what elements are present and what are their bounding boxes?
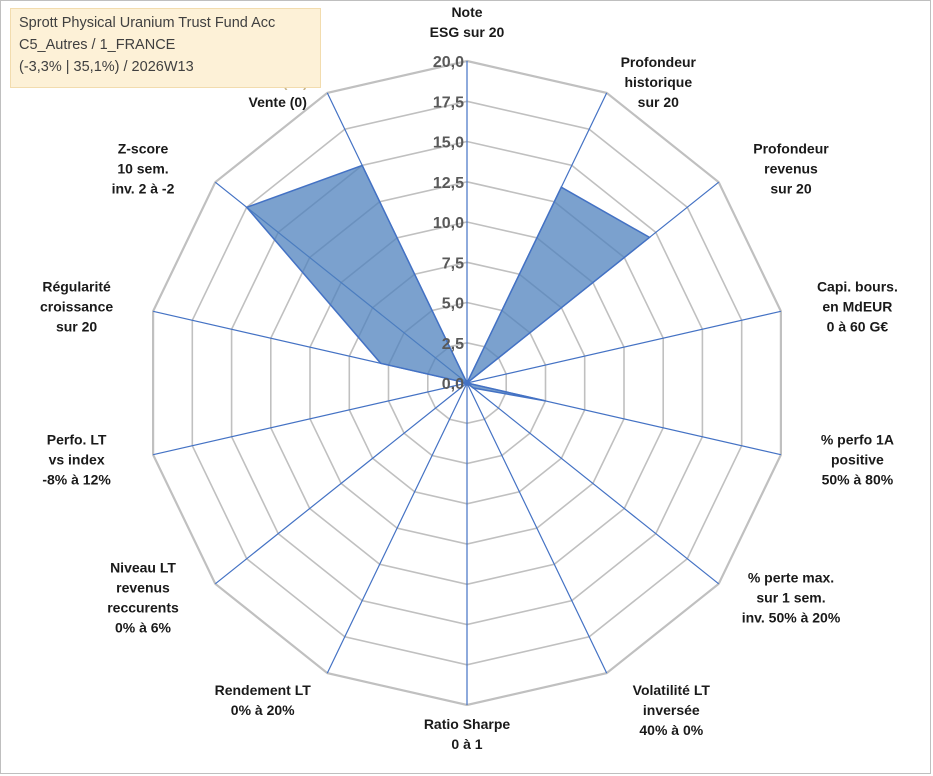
axis-spoke	[466, 382, 720, 585]
tick-label: 10,0	[433, 215, 464, 232]
tick-label: 17,5	[433, 94, 464, 111]
info-box: Sprott Physical Uranium Trust Fund Acc C…	[10, 8, 321, 88]
axis-label: Rendement LT 0% à 20%	[215, 682, 312, 718]
radar-tick-labels: 0,0 2,5 5,0 7,5 10,0 12,5 15,0 17,5 20,0	[433, 54, 464, 393]
axis-label: Volatilité LT inversée 40% à 0%	[633, 682, 711, 738]
series-area	[245, 164, 651, 402]
axis-label: Perfo. LT vs index -8% à 12%	[42, 432, 111, 488]
tick-label: 0,0	[442, 376, 464, 393]
axis-label: Niveau LT revenus reccurents 0% à 6%	[107, 560, 179, 636]
axis-label: Capi. bours. en MdEUR 0 à 60 G€	[817, 279, 898, 335]
axis-spoke	[326, 382, 468, 674]
radar-series	[245, 164, 651, 402]
tick-label: 20,0	[433, 54, 464, 71]
fund-name: Sprott Physical Uranium Trust Fund Acc	[19, 15, 276, 31]
axis-spoke	[466, 382, 608, 674]
radar-axis-labels: Note ESG sur 20 Profondeur historique sur 20…	[40, 4, 898, 752]
tick-label: 15,0	[433, 135, 464, 152]
axis-spoke	[152, 382, 468, 456]
tick-label: 2,5	[442, 336, 464, 353]
axis-label: Régularité croissance sur 20	[40, 279, 113, 335]
axis-label: Ratio Sharpe 0 à 1	[424, 716, 511, 752]
axis-spoke	[466, 310, 782, 384]
axis-label: Profondeur revenus sur 20	[753, 141, 829, 197]
axis-label: Z-score 10 sem. inv. 2 à -2	[112, 141, 175, 197]
tick-label: 12,5	[433, 175, 464, 192]
performance-week: (-3,3% | 35,1%) / 2026W13	[19, 59, 194, 75]
axis-spoke	[214, 382, 468, 585]
axis-label: Note ESG sur 20	[430, 4, 505, 40]
tick-label: 7,5	[442, 255, 464, 272]
tick-label: 5,0	[442, 296, 464, 313]
axis-label: Profondeur historique sur 20	[621, 54, 697, 110]
category-country: C5_Autres / 1_FRANCE	[19, 37, 176, 53]
axis-label: % perte max. sur 1 sem. inv. 50% à 20%	[742, 570, 841, 626]
axis-label: % perfo 1A positive 50% à 80%	[821, 432, 894, 488]
